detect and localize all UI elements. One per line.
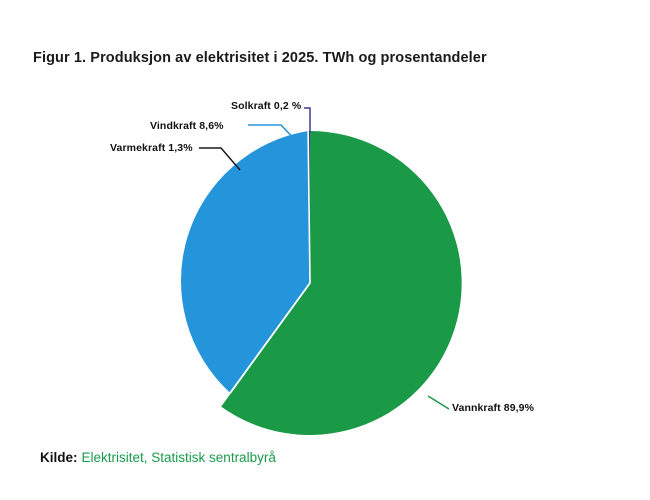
slice-separator	[307, 130, 311, 284]
source-line: Kilde: Elektrisitet, Statistisk sentralby…	[40, 450, 276, 465]
pie-label-vindkraft: Vindkraft 8,6%	[150, 120, 224, 132]
pie-slice-vannkraft[interactable]	[220, 131, 462, 435]
leader-line-varmekraft	[199, 147, 241, 171]
leader-line-vannkraft	[427, 395, 450, 410]
page-title: Figur 1. Produksjon av elektrisitet i 20…	[33, 50, 487, 66]
leader-line-vindkraft	[248, 124, 302, 147]
leader-line-solkraft	[304, 107, 311, 133]
source-link[interactable]: Elektrisitet, Statistisk sentralbyrå	[81, 450, 276, 465]
slice-separator	[229, 282, 311, 394]
pie-label-varmekraft: Varmekraft 1,3%	[110, 142, 193, 154]
pie-label-solkraft: Solkraft 0,2 %	[231, 100, 302, 112]
pie-label-vannkraft: Vannkraft 89,9%	[452, 402, 535, 414]
source-prefix-label: Kilde:	[40, 450, 78, 465]
